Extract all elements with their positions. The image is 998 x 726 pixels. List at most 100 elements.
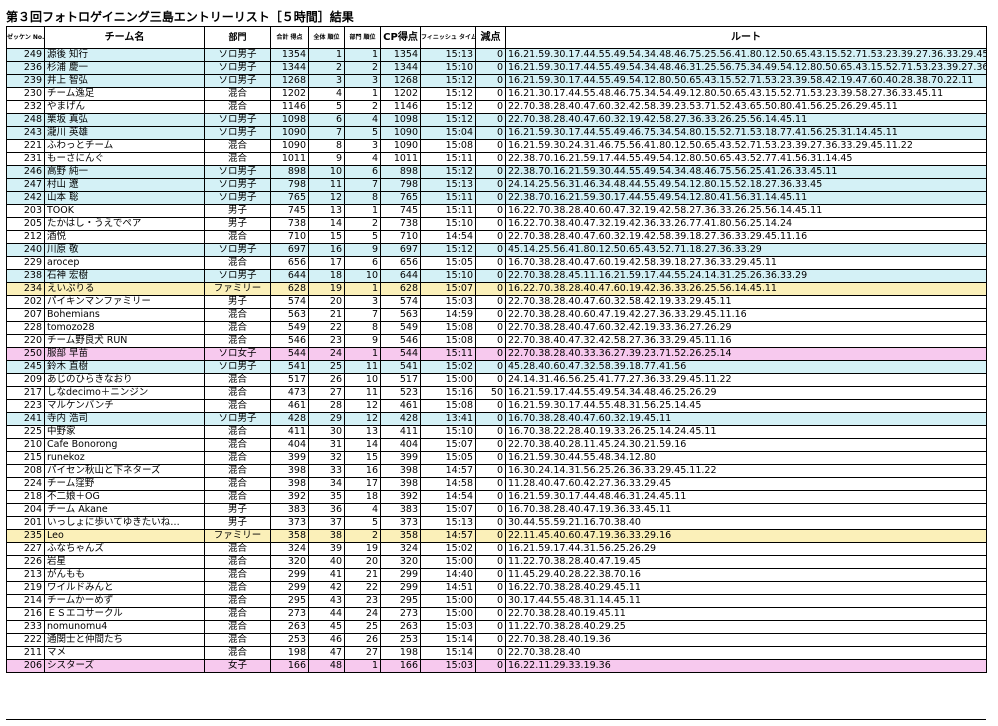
table-row: 227 ふなちゃんズ 混合 324 39 19 324 15:02 0 16.21.59.17.4… bbox=[6, 542, 987, 556]
overall-rank-cell: 38 bbox=[308, 529, 345, 543]
team-name-cell: 村山 遼 bbox=[44, 178, 205, 192]
cp-points-cell: 295 bbox=[380, 594, 421, 608]
table-row: 241 寺内 浩司 ソロ男子 428 29 12 428 13:41 0 16.70.38.28.… bbox=[6, 412, 987, 426]
overall-rank-cell: 31 bbox=[308, 438, 345, 452]
table-row: 230 チーム逸足 混合 1202 4 1 1202 15:12 0 16.21.30.17.44… bbox=[6, 87, 987, 101]
table-row: 203 TOOK 男子 745 13 1 745 15:11 0 16.22.70.38.28.4… bbox=[6, 204, 987, 218]
division-rank-cell: 2 bbox=[344, 217, 381, 231]
division-rank-cell: 14 bbox=[344, 438, 381, 452]
team-name-cell: ワイルドみんと bbox=[44, 581, 205, 595]
route-cell: 22.70.38.28.40.47.60.32.42.58.39.23.53.7… bbox=[505, 100, 987, 114]
finish-time-cell: 15:07 bbox=[420, 282, 476, 296]
header-cp-points: CP得点 bbox=[380, 26, 421, 49]
table-row: 202 パイキンマンファミリー 男子 574 20 3 574 15:03 0 22.70.38.… bbox=[6, 295, 987, 309]
route-cell: 22.70.38.28.40.47.60.32.19.42.58.39.18.2… bbox=[505, 230, 987, 244]
team-name-cell: ふなちゃんズ bbox=[44, 542, 205, 556]
total-points-cell: 253 bbox=[270, 633, 309, 647]
finish-time-cell: 15:10 bbox=[420, 61, 476, 75]
route-cell: 16.21.59.30.17.44.55.48.31.56.25.14.45 bbox=[505, 399, 987, 413]
table-row: 210 Cafe Bonorong 混合 404 31 14 404 15:07 0 22.70.… bbox=[6, 438, 987, 452]
header-overall-rank: 全体 順位 bbox=[308, 26, 345, 49]
team-name-cell: tomozo28 bbox=[44, 321, 205, 335]
cp-points-cell: 656 bbox=[380, 256, 421, 270]
category-cell: 混合 bbox=[204, 594, 271, 608]
total-points-cell: 710 bbox=[270, 230, 309, 244]
table-row: 201 いっしょに歩いてゆきたいね… 男子 373 37 5 373 15:13 0 30.44.… bbox=[6, 516, 987, 530]
total-points-cell: 563 bbox=[270, 308, 309, 322]
total-points-cell: 461 bbox=[270, 399, 309, 413]
cp-points-cell: 745 bbox=[380, 204, 421, 218]
finish-time-cell: 14:57 bbox=[420, 529, 476, 543]
route-cell: 22.70.38.28.40.47.60.32.42.19.33.36.27.2… bbox=[505, 321, 987, 335]
division-rank-cell: 13 bbox=[344, 425, 381, 439]
total-points-cell: 697 bbox=[270, 243, 309, 257]
division-rank-cell: 23 bbox=[344, 594, 381, 608]
category-cell: 混合 bbox=[204, 425, 271, 439]
table-row: 246 高野 純一 ソロ男子 898 10 6 898 15:12 0 22.38.70.16.2… bbox=[6, 165, 987, 179]
finish-time-cell: 15:02 bbox=[420, 360, 476, 374]
route-cell: 16.21.30.17.44.55.48.46.75.34.54.49.12.8… bbox=[505, 87, 987, 101]
division-rank-cell: 5 bbox=[344, 230, 381, 244]
finish-time-cell: 15:00 bbox=[420, 607, 476, 621]
route-cell: 16.22.70.38.28.40.47.60.19.42.36.33.26.2… bbox=[505, 282, 987, 296]
bib-cell: 241 bbox=[6, 412, 45, 426]
bib-cell: 221 bbox=[6, 139, 45, 153]
total-points-cell: 473 bbox=[270, 386, 309, 400]
total-points-cell: 644 bbox=[270, 269, 309, 283]
bib-cell: 243 bbox=[6, 126, 45, 140]
bib-cell: 205 bbox=[6, 217, 45, 231]
penalty-cell: 0 bbox=[475, 48, 506, 62]
category-cell: 混合 bbox=[204, 373, 271, 387]
team-name-cell: 服部 早苗 bbox=[44, 347, 205, 361]
team-name-cell: ＥＳエコサークル bbox=[44, 607, 205, 621]
total-points-cell: 765 bbox=[270, 191, 309, 205]
table-row: 219 ワイルドみんと 混合 299 42 22 299 14:51 0 16.22.70.38.… bbox=[6, 581, 987, 595]
cp-points-cell: 738 bbox=[380, 217, 421, 231]
route-cell: 16.21.59.30.17.44.55.49.54.34.48.46.75.2… bbox=[505, 48, 987, 62]
total-points-cell: 745 bbox=[270, 204, 309, 218]
team-name-cell: 源後 知行 bbox=[44, 48, 205, 62]
route-cell: 22.70.38.28.40.19.45.11 bbox=[505, 607, 987, 621]
overall-rank-cell: 14 bbox=[308, 217, 345, 231]
division-rank-cell: 16 bbox=[344, 464, 381, 478]
total-points-cell: 398 bbox=[270, 464, 309, 478]
header-penalty: 減点 bbox=[475, 26, 506, 49]
header-bib: ゼッケン No. bbox=[6, 26, 45, 49]
finish-time-cell: 15:00 bbox=[420, 555, 476, 569]
total-points-cell: 628 bbox=[270, 282, 309, 296]
total-points-cell: 1268 bbox=[270, 74, 309, 88]
division-rank-cell: 20 bbox=[344, 555, 381, 569]
division-rank-cell: 1 bbox=[344, 204, 381, 218]
category-cell: 混合 bbox=[204, 542, 271, 556]
bib-cell: 215 bbox=[6, 451, 45, 465]
overall-rank-cell: 27 bbox=[308, 386, 345, 400]
bib-cell: 239 bbox=[6, 74, 45, 88]
overall-rank-cell: 4 bbox=[308, 87, 345, 101]
route-cell: 16.21.59.30.17.44.55.49.54.12.80.50.65.4… bbox=[505, 74, 987, 88]
overall-rank-cell: 7 bbox=[308, 126, 345, 140]
total-points-cell: 1202 bbox=[270, 87, 309, 101]
team-name-cell: arocep bbox=[44, 256, 205, 270]
category-cell: ソロ男子 bbox=[204, 165, 271, 179]
cp-points-cell: 541 bbox=[380, 360, 421, 374]
table-row: 213 がんもも 混合 299 41 21 299 14:40 0 11.45.29.40.28.… bbox=[6, 568, 987, 582]
finish-time-cell: 15:04 bbox=[420, 126, 476, 140]
division-rank-cell: 1 bbox=[344, 659, 381, 673]
cp-points-cell: 563 bbox=[380, 308, 421, 322]
bib-cell: 230 bbox=[6, 87, 45, 101]
division-rank-cell: 2 bbox=[344, 529, 381, 543]
penalty-cell: 0 bbox=[475, 243, 506, 257]
header-route: ルート bbox=[505, 26, 987, 49]
overall-rank-cell: 37 bbox=[308, 516, 345, 530]
division-rank-cell: 24 bbox=[344, 607, 381, 621]
division-rank-cell: 18 bbox=[344, 490, 381, 504]
team-name-cell: 通関士と仲間たち bbox=[44, 633, 205, 647]
penalty-cell: 0 bbox=[475, 529, 506, 543]
finish-time-cell: 15:10 bbox=[420, 269, 476, 283]
penalty-cell: 0 bbox=[475, 191, 506, 205]
table-row: 217 しなdecimo＋ニンジン 混合 473 27 11 523 15:16 50 16.21… bbox=[6, 386, 987, 400]
total-points-cell: 392 bbox=[270, 490, 309, 504]
route-cell: 22.70.38.28.45.11.16.21.59.17.44.55.24.1… bbox=[505, 269, 987, 283]
finish-time-cell: 15:13 bbox=[420, 48, 476, 62]
category-cell: 混合 bbox=[204, 230, 271, 244]
